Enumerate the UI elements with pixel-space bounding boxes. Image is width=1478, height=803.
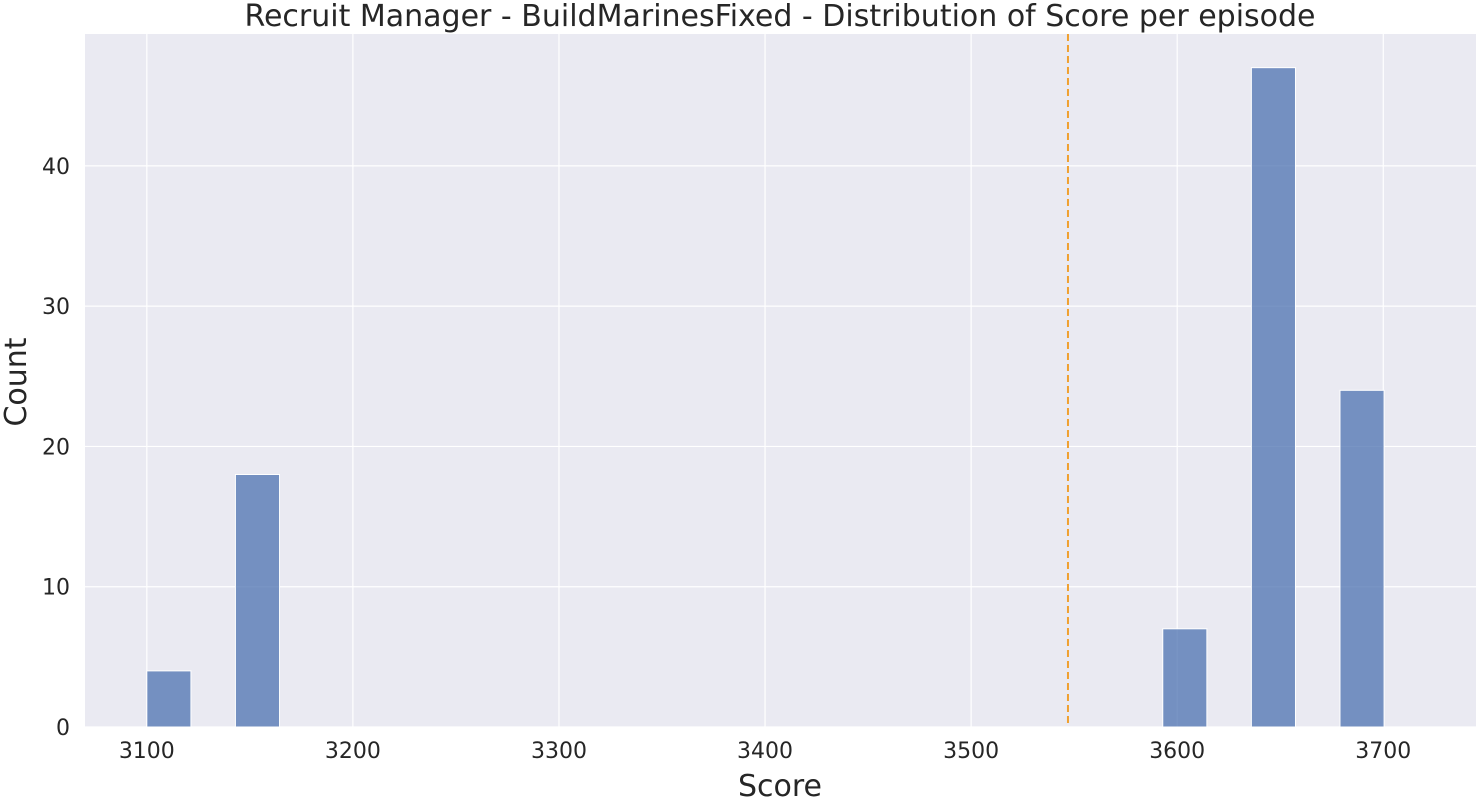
x-tick-label: 3300 xyxy=(531,739,587,764)
x-tick-label: 3500 xyxy=(943,739,999,764)
y-tick-label: 30 xyxy=(42,295,70,320)
bars xyxy=(146,67,1385,728)
tick-labels: 3100 3200 3300 3400 3500 3600 3700 0 10 20 30 40 xyxy=(42,155,1411,764)
chart-title: Recruit Manager - BuildMarinesFixed - Di… xyxy=(244,0,1315,34)
y-axis-label: Count xyxy=(0,337,34,426)
grid xyxy=(85,34,1476,728)
x-tick-label: 3700 xyxy=(1355,739,1411,764)
x-tick-label: 3100 xyxy=(119,739,175,764)
histogram-bar xyxy=(146,670,192,728)
y-tick-label: 40 xyxy=(42,155,70,180)
x-tick-label: 3200 xyxy=(325,739,381,764)
x-tick-label: 3400 xyxy=(737,739,793,764)
x-axis-label: Score xyxy=(738,769,822,803)
histogram-bar xyxy=(1339,389,1385,728)
plot-area xyxy=(85,34,1476,727)
x-tick-label: 3600 xyxy=(1149,739,1205,764)
histogram-bar xyxy=(1162,628,1208,728)
histogram-bar xyxy=(234,473,281,728)
histogram-bar xyxy=(1250,67,1296,728)
y-tick-label: 10 xyxy=(42,576,70,601)
y-tick-label: 20 xyxy=(42,435,70,460)
y-tick-label: 0 xyxy=(56,716,70,741)
